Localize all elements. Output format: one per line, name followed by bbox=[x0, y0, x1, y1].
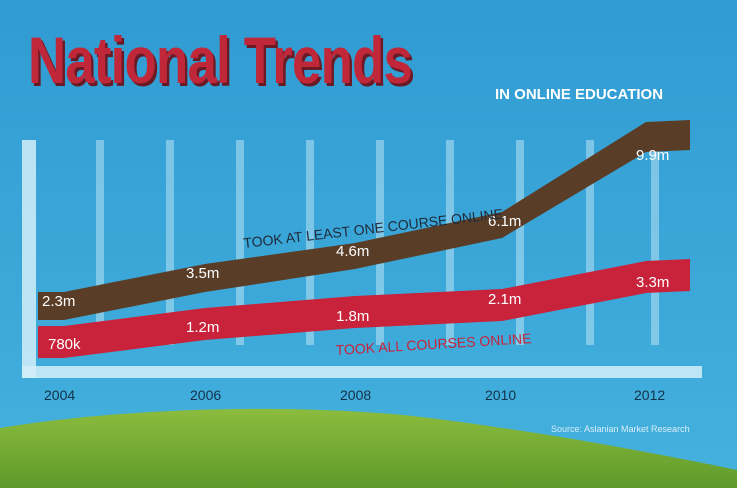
grid-line-0 bbox=[96, 140, 104, 345]
data-label-at-least-one: 2.3m bbox=[42, 293, 75, 310]
grid-line-3 bbox=[306, 140, 314, 345]
x-tick-label: 2008 bbox=[340, 387, 371, 403]
data-label-at-least-one: 3.5m bbox=[186, 265, 219, 282]
grid-line-6 bbox=[516, 140, 524, 345]
grid-line-2 bbox=[236, 140, 244, 345]
y-axis-line bbox=[22, 140, 36, 378]
grid-line-1 bbox=[166, 140, 174, 345]
page-title: National Trends bbox=[28, 23, 413, 97]
source-note: Source: Aslanian Market Research bbox=[551, 424, 690, 434]
green-hill bbox=[0, 408, 737, 488]
data-label-at-least-one: 9.9m bbox=[636, 147, 669, 164]
data-label-all: 780k bbox=[48, 336, 81, 353]
x-tick-label: 2012 bbox=[634, 387, 665, 403]
x-tick-label: 2004 bbox=[44, 387, 75, 403]
data-label-all: 1.2m bbox=[186, 319, 219, 336]
data-label-all: 2.1m bbox=[488, 291, 521, 308]
series-band-at-least-one bbox=[38, 120, 690, 320]
data-label-at-least-one: 4.6m bbox=[336, 243, 369, 260]
x-tick-label: 2006 bbox=[190, 387, 221, 403]
series-layer bbox=[38, 120, 690, 358]
axis-layer bbox=[22, 140, 702, 378]
data-label-all: 1.8m bbox=[336, 308, 369, 325]
data-label-at-least-one: 6.1m bbox=[488, 213, 521, 230]
x-tick-label: 2010 bbox=[485, 387, 516, 403]
x-axis-line bbox=[22, 366, 702, 378]
grid-line-8 bbox=[651, 140, 659, 345]
data-label-all: 3.3m bbox=[636, 274, 669, 291]
page-subtitle: IN ONLINE EDUCATION bbox=[495, 86, 664, 103]
grid-line-7 bbox=[586, 140, 594, 345]
series-band-all bbox=[38, 259, 690, 358]
